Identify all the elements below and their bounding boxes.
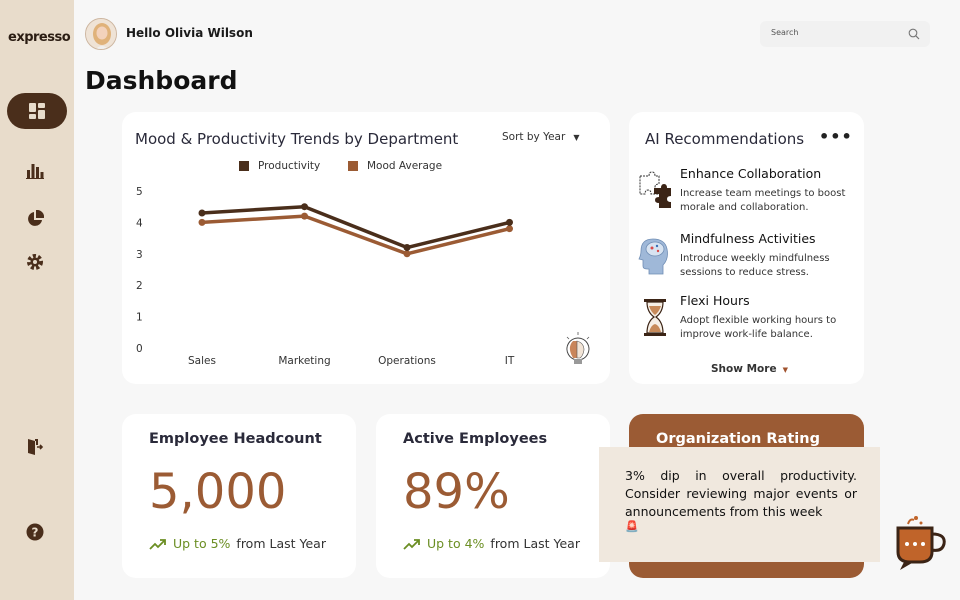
data-point[interactable] (403, 244, 411, 252)
caret-down-icon: ▼ (782, 366, 788, 374)
siren-icon: 🚨 (625, 520, 639, 533)
data-point[interactable] (301, 203, 308, 211)
trend-up-text: Up to 4% (427, 536, 485, 551)
pie-chart-icon (28, 210, 44, 226)
y-tick-label: 2 (136, 280, 143, 292)
legend-label: Mood Average (367, 160, 443, 172)
data-point[interactable] (403, 250, 411, 258)
y-tick-label: 3 (136, 249, 143, 261)
series-line-productivity (201, 204, 510, 250)
data-point[interactable] (198, 209, 206, 217)
trend-up-icon (403, 538, 420, 550)
data-point[interactable] (198, 218, 206, 226)
app-logo: expresso (8, 30, 71, 45)
search-icon[interactable] (908, 28, 920, 40)
x-tick-label: Sales (188, 355, 216, 367)
x-tick-label: Marketing (278, 355, 330, 367)
legend-label: Productivity (258, 160, 321, 172)
dashboard-icon (29, 103, 45, 119)
employee-headcount-card: Employee Headcount 5,000 Up to 5% from L… (122, 414, 356, 578)
search-input[interactable]: Search (771, 28, 799, 37)
y-tick-label: 4 (136, 217, 143, 229)
greeting: Hello Olivia Wilson (126, 26, 253, 40)
show-more-label: Show More (711, 363, 777, 375)
show-more-button[interactable]: Show More ▼ (711, 363, 788, 375)
x-tick-label: IT (505, 355, 515, 367)
help-icon: ? (26, 523, 44, 541)
rating-title: Organization Rating (656, 431, 820, 447)
sidebar-item-settings[interactable] (25, 252, 45, 272)
svg-text:?: ? (32, 526, 39, 540)
legend-swatch (239, 161, 249, 171)
chart-title: Mood & Productivity Trends by Department (135, 130, 459, 148)
ai-title: AI Recommendations (645, 130, 805, 148)
chat-assistant-icon[interactable] (890, 514, 950, 570)
y-tick-label: 5 (136, 186, 143, 198)
recommendation-title: Flexi Hours (680, 293, 750, 308)
data-point[interactable] (506, 225, 513, 233)
stat-title: Employee Headcount (149, 431, 322, 447)
sidebar-item-help[interactable]: ? (25, 522, 45, 542)
series-line-mood-average (201, 214, 510, 256)
y-tick-label: 1 (136, 312, 143, 324)
legend-item-mood-average: Mood Average (348, 160, 442, 172)
recommendation-body: Increase team meetings to boost morale a… (680, 188, 846, 213)
sidebar-item-analytics[interactable] (25, 160, 45, 180)
stat-value: 89% (403, 464, 510, 520)
lightbulb-head-icon (566, 332, 590, 364)
stat-title: Active Employees (403, 431, 548, 447)
data-point[interactable] (301, 212, 308, 220)
caret-down-icon: ▼ (573, 133, 580, 142)
user-avatar-icon (86, 19, 116, 49)
trend-rest-text: from Last Year (490, 536, 580, 551)
bar-chart-icon (26, 164, 44, 179)
search-box[interactable]: Search (760, 21, 930, 47)
legend-item-productivity: Productivity (239, 160, 320, 172)
hourglass-icon (644, 299, 666, 336)
line-chart: 0 1 2 3 4 5 Sales Marketing Operations IT (136, 186, 590, 367)
avatar[interactable] (85, 18, 117, 50)
puzzle-icon (639, 171, 671, 208)
stat-trend: Up to 4% from Last Year (403, 536, 580, 551)
gear-icon (27, 254, 43, 270)
sidebar: expresso (0, 0, 74, 600)
stat-value: 5,000 (149, 464, 287, 520)
y-tick-label: 0 (136, 343, 143, 355)
page-title: Dashboard (85, 66, 238, 95)
sidebar-item-reports[interactable] (25, 209, 45, 229)
x-tick-label: Operations (378, 355, 436, 367)
active-employees-card: Active Employees 89% Up to 4% from Last … (376, 414, 610, 578)
brain-icon (638, 238, 668, 275)
sort-label: Sort by Year (502, 131, 566, 143)
recommendation-title: Mindfulness Activities (680, 231, 816, 246)
ai-recommendations-card: AI Recommendations ••• Enhance Collabora… (629, 112, 864, 384)
logout-icon (28, 439, 44, 455)
sort-dropdown[interactable]: Sort by Year ▼ (502, 131, 579, 143)
productivity-alert: 3% dip in overall productivity. Consider… (599, 447, 880, 562)
data-point[interactable] (506, 218, 513, 226)
alert-text: 3% dip in overall productivity. Consider… (625, 468, 857, 519)
legend-swatch (348, 161, 358, 171)
stat-trend: Up to 5% from Last Year (149, 536, 326, 551)
recommendation-body: Introduce weekly mindfulness sessions to… (680, 253, 830, 278)
recommendation-body: Adopt flexible working hours to improve … (680, 315, 837, 340)
more-options-icon[interactable]: ••• (819, 127, 853, 146)
trend-up-text: Up to 5% (173, 536, 231, 551)
sidebar-item-logout[interactable] (25, 437, 45, 457)
trend-chart-card: Mood & Productivity Trends by Department… (122, 112, 610, 384)
trend-rest-text: from Last Year (236, 536, 326, 551)
sidebar-item-dashboard[interactable] (7, 93, 67, 129)
trend-up-icon (149, 538, 166, 550)
recommendation-title: Enhance Collaboration (680, 166, 822, 181)
